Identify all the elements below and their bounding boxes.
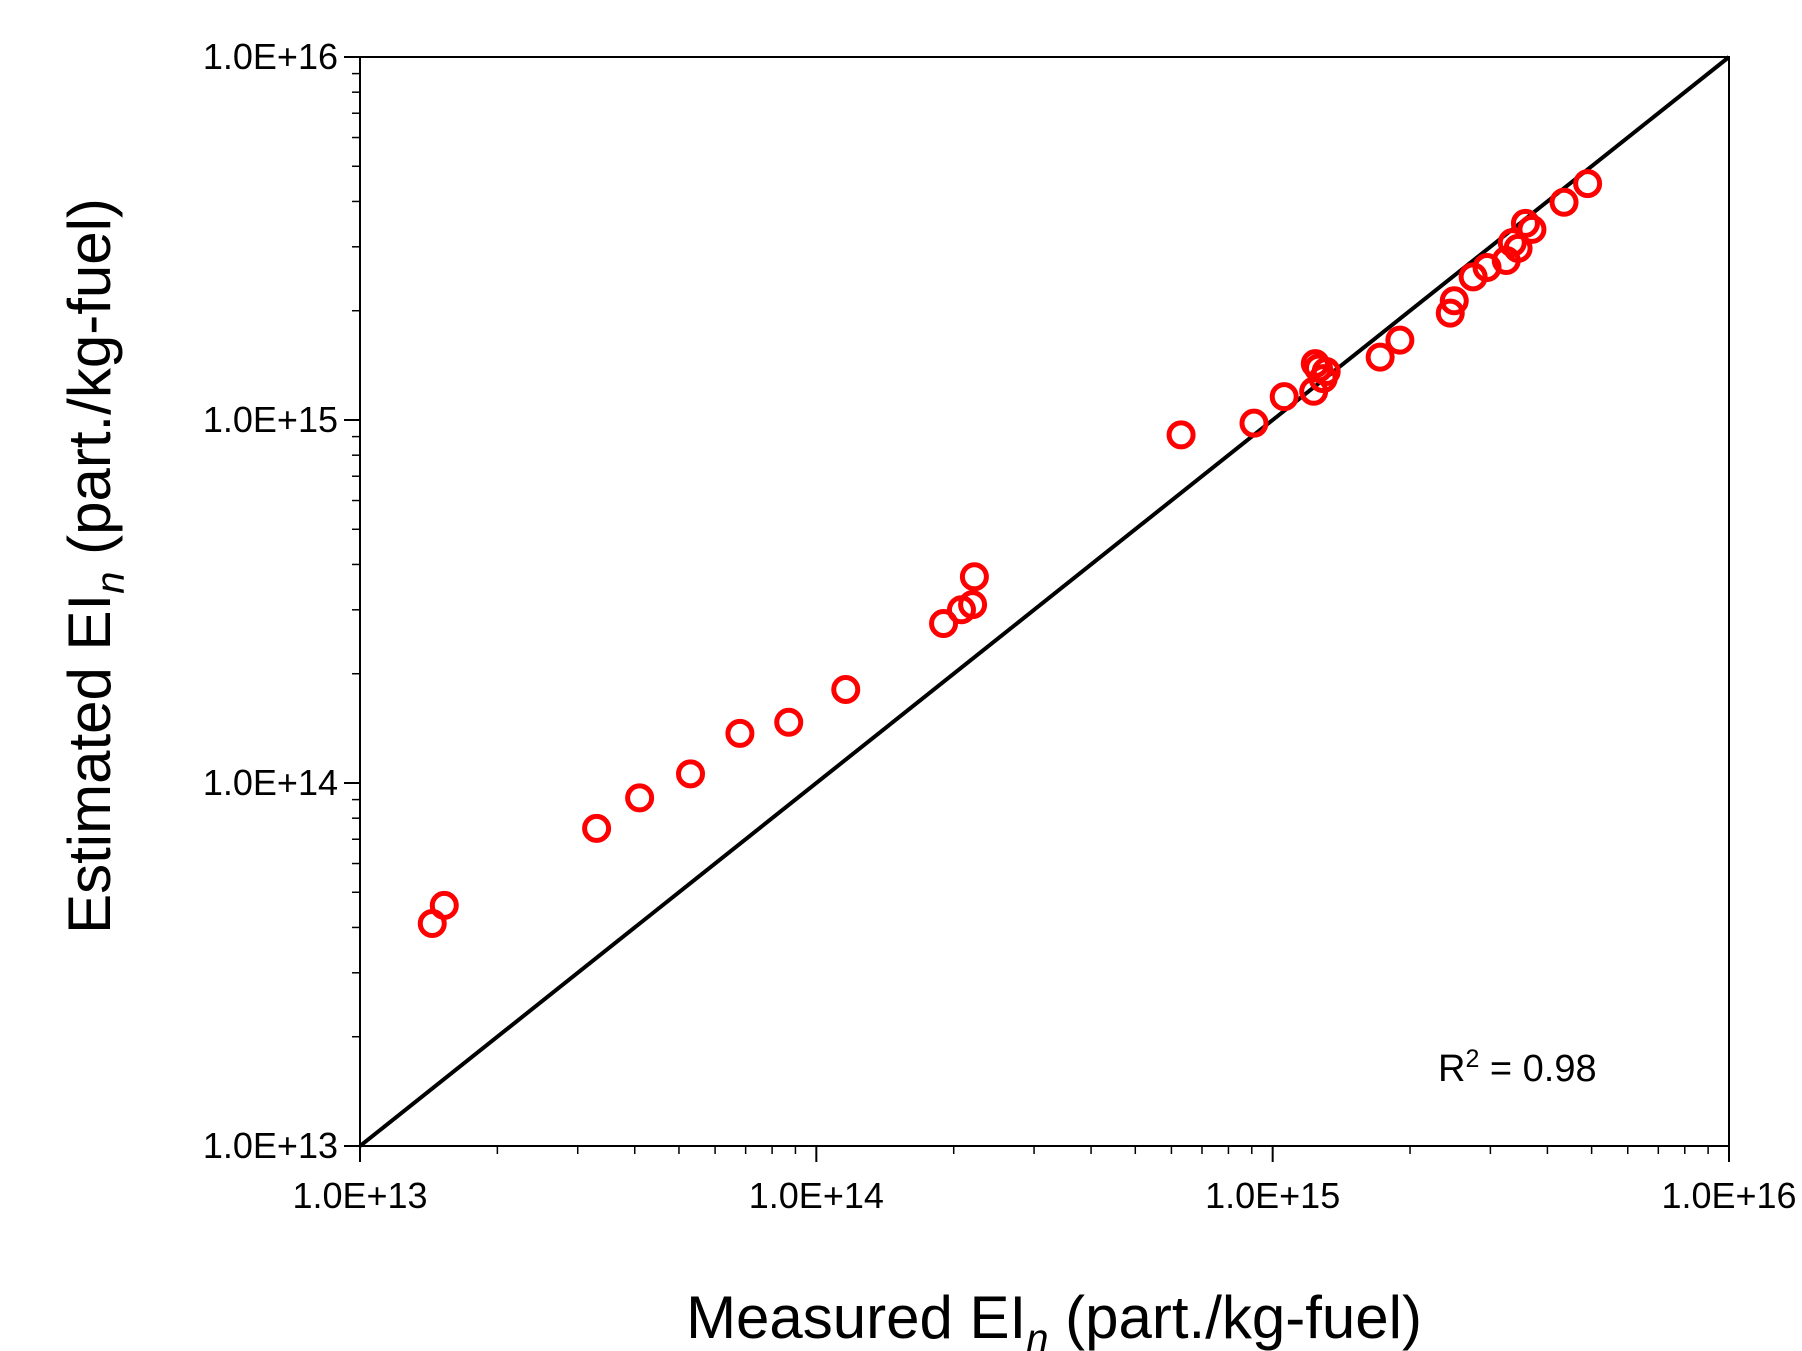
- data-point: [1365, 342, 1395, 372]
- x-tick-label: 1.0E+13: [292, 1175, 427, 1216]
- y-tick-label: 1.0E+13: [203, 1125, 338, 1166]
- x-axis-title: Measured EIn (part./kg-fuel): [686, 1284, 1422, 1351]
- y-axis-title-subscript: n: [89, 572, 133, 594]
- r-squared-value: = 0.98: [1479, 1048, 1596, 1090]
- data-point: [676, 759, 706, 789]
- data-point: [1166, 420, 1196, 450]
- data-point: [1439, 286, 1469, 316]
- data-point: [1385, 325, 1415, 355]
- x-tick-label: 1.0E+14: [749, 1175, 884, 1216]
- data-point: [429, 890, 459, 920]
- data-point: [582, 813, 612, 843]
- r-squared-base: R: [1438, 1048, 1465, 1090]
- y-tick-label: 1.0E+15: [203, 399, 338, 440]
- data-point: [1269, 382, 1299, 412]
- data-point: [625, 783, 655, 813]
- y-tick-label: 1.0E+14: [203, 762, 338, 803]
- data-point: [1510, 208, 1540, 238]
- data-point: [929, 609, 959, 639]
- x-tick-labels: 1.0E+13 1.0E+14 1.0E+15 1.0E+16: [292, 1175, 1796, 1216]
- data-point: [1549, 187, 1579, 217]
- data-point: [959, 562, 989, 592]
- x-axis-title-subscript: n: [1026, 1317, 1048, 1351]
- data-point: [1497, 228, 1527, 258]
- data-point: [1435, 298, 1465, 328]
- data-point: [1311, 357, 1341, 387]
- data-points: [417, 169, 1603, 939]
- data-point: [1503, 233, 1533, 263]
- plot-area-frame: [359, 56, 1730, 1147]
- r-squared-annotation: R2 = 0.98: [1438, 1045, 1597, 1090]
- y-axis-title-main: Estimated EI: [56, 594, 123, 934]
- x-axis-title-units: (part./kg-fuel): [1048, 1284, 1421, 1351]
- r-squared-superscript: 2: [1465, 1045, 1479, 1073]
- y-axis-title-units: (part./kg-fuel): [56, 198, 123, 571]
- data-point: [774, 707, 804, 737]
- data-point: [1239, 408, 1269, 438]
- y-tick-label: 1.0E+16: [203, 36, 338, 77]
- y-axis-title: Estimated EIn (part./kg-fuel): [56, 198, 133, 934]
- minor-ticks: [352, 72, 1709, 1154]
- data-point: [831, 674, 861, 704]
- x-tick-label: 1.0E+15: [1205, 1175, 1340, 1216]
- data-point: [1517, 214, 1547, 244]
- data-point: [958, 590, 988, 620]
- data-point: [725, 718, 755, 748]
- major-ticks: [344, 56, 1730, 1162]
- y-tick-labels: 1.0E+13 1.0E+14 1.0E+15 1.0E+16: [203, 36, 338, 1166]
- x-tick-label: 1.0E+16: [1661, 1175, 1796, 1216]
- x-axis-title-main: Measured EI: [686, 1284, 1026, 1351]
- data-point: [1573, 169, 1603, 199]
